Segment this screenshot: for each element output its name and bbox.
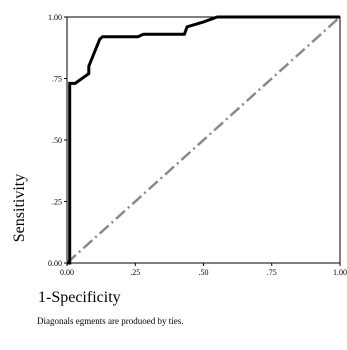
y-tick-label: .25 [52,198,62,207]
y-tick-label: 0.00 [48,259,62,268]
x-tick-label: 1.00 [333,268,347,277]
y-axis-ticks: 0.00 .25 .50 .75 1.00 [48,13,67,268]
y-tick-label: .50 [52,136,62,145]
x-tick-label: .50 [199,268,209,277]
x-tick-label: 0.00 [60,268,74,277]
x-axis-ticks: 0.00 .25 .50 .75 1.00 [60,263,347,277]
reference-diagonal-line [66,16,341,264]
y-tick-label: 1.00 [48,13,62,22]
y-axis-title: Sensitivity [11,174,28,242]
footnote: Diagonals egments are produoed by ties. [37,316,184,326]
x-axis-title: 1-Specificity [38,289,121,306]
x-tick-label: .25 [130,268,140,277]
y-tick-label: .75 [52,75,62,84]
roc-curve-line [67,15,340,265]
x-tick-label: .75 [267,268,277,277]
